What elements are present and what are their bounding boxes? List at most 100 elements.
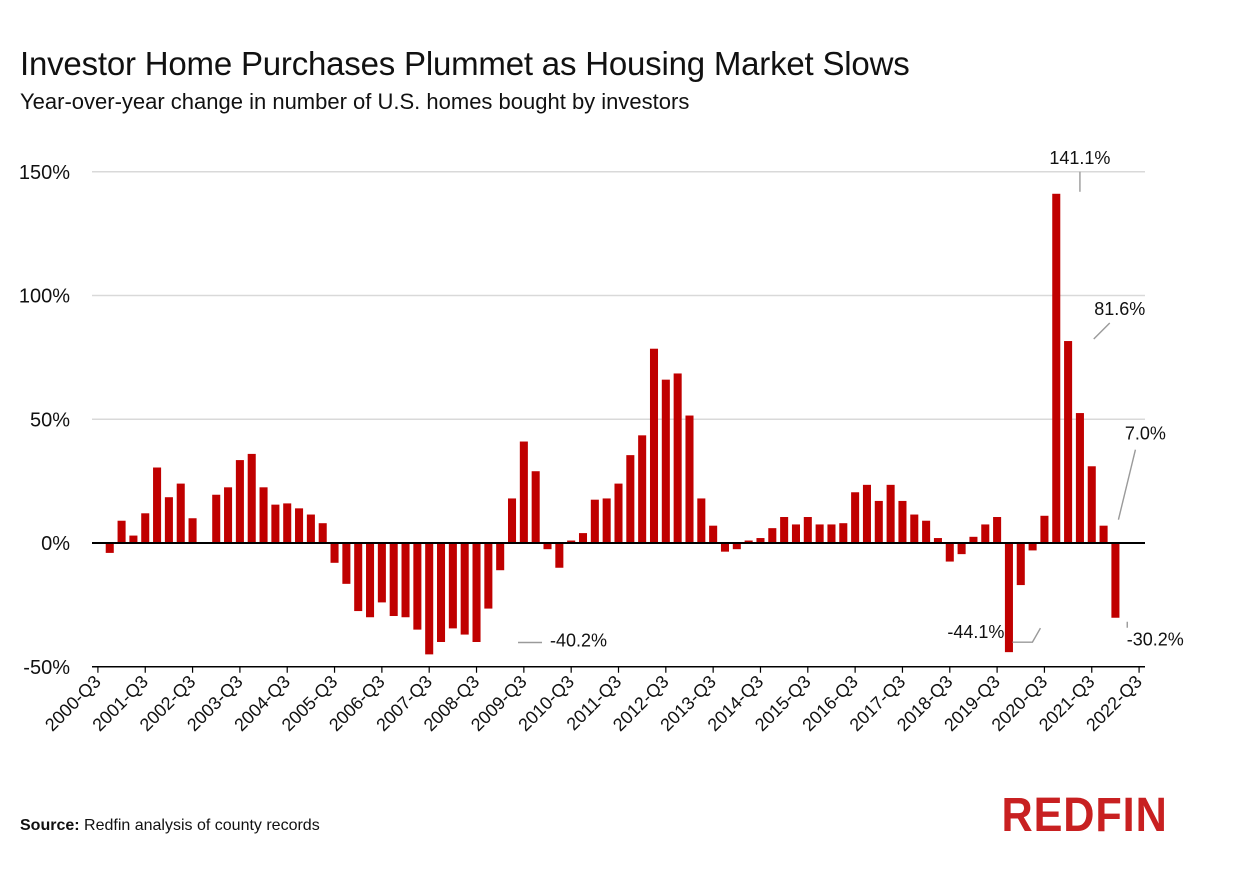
bar	[153, 467, 162, 543]
bar	[271, 504, 280, 543]
bar	[638, 435, 647, 543]
bar	[105, 543, 114, 553]
axes	[92, 542, 1145, 673]
bar	[425, 543, 434, 655]
bar	[448, 543, 457, 629]
bar	[531, 471, 540, 543]
bar	[472, 543, 481, 642]
bar	[1028, 543, 1037, 551]
bar	[283, 503, 292, 543]
bar	[768, 528, 777, 543]
bar	[117, 520, 126, 543]
data-label: 81.6%	[1094, 299, 1145, 319]
bar	[1052, 193, 1061, 543]
bar	[756, 538, 765, 543]
bar	[377, 543, 386, 603]
redfin-logo: REDFIN	[1001, 789, 1168, 842]
bar	[649, 348, 659, 543]
bar	[981, 524, 990, 543]
annotation-leader	[1093, 322, 1111, 340]
x-axis-tick-labels: 2000-Q32001-Q32002-Q32003-Q32004-Q32005-…	[41, 671, 1146, 735]
bar	[306, 514, 315, 543]
bar	[1064, 341, 1073, 543]
bar	[709, 525, 718, 543]
bar	[259, 487, 268, 543]
bar	[164, 497, 173, 543]
bar	[827, 524, 836, 543]
bar	[815, 524, 824, 543]
bar	[224, 487, 233, 543]
annotations: 141.1% 81.6% 7.0% -40.2% -44.1% -30.2%	[518, 148, 1184, 650]
bar	[957, 543, 966, 555]
bar	[1099, 525, 1108, 543]
bar	[295, 508, 304, 543]
bar	[969, 536, 978, 543]
bar	[413, 543, 422, 630]
data-label: -30.2%	[1127, 630, 1184, 650]
bar	[342, 543, 351, 584]
bar	[839, 523, 848, 543]
y-axis-tick-labels: -50% 0% 50% 100% 150%	[19, 162, 70, 679]
bar	[898, 500, 907, 543]
bar	[803, 517, 812, 543]
data-label: -44.1%	[947, 622, 1004, 642]
bar	[318, 523, 327, 543]
y-tick-label: 100%	[19, 286, 70, 308]
bar	[602, 498, 611, 543]
annotation-leader	[1012, 627, 1042, 643]
bar	[212, 494, 221, 543]
bar	[129, 535, 138, 543]
data-label: -40.2%	[550, 630, 607, 650]
annotation-leader	[1117, 449, 1137, 520]
bar	[626, 455, 635, 543]
bar	[437, 543, 446, 642]
bar	[851, 492, 860, 543]
bar	[732, 543, 741, 550]
bar	[519, 441, 528, 543]
bar	[661, 379, 670, 543]
y-tick-label: 0%	[41, 533, 70, 555]
bar	[720, 543, 730, 552]
bar	[862, 484, 871, 543]
bar	[886, 484, 895, 543]
chart-title: Investor Home Purchases Plummet as Housi…	[20, 45, 910, 82]
bar	[460, 543, 469, 635]
bar	[484, 543, 493, 609]
bar	[188, 518, 197, 543]
bar	[235, 460, 244, 543]
bar	[567, 540, 576, 543]
bar	[744, 540, 753, 543]
bar	[933, 538, 942, 543]
bar	[141, 513, 150, 543]
bar	[496, 543, 505, 571]
bar	[614, 483, 623, 543]
data-label: 141.1%	[1049, 148, 1110, 168]
y-tick-label: 150%	[19, 162, 70, 184]
bar	[993, 517, 1002, 543]
bar	[922, 520, 931, 543]
bar	[685, 415, 694, 543]
bar	[578, 533, 588, 543]
bar	[389, 543, 398, 617]
bar	[945, 543, 954, 562]
y-tick-label: 50%	[30, 409, 70, 431]
bar	[1004, 543, 1013, 653]
bar	[366, 543, 375, 618]
bar	[1075, 413, 1084, 543]
source-text: Redfin analysis of county records	[84, 817, 320, 834]
bar	[1111, 543, 1120, 618]
chart-subtitle: Year-over-year change in number of U.S. …	[20, 89, 690, 114]
bar	[1016, 543, 1025, 586]
bar	[590, 499, 599, 543]
source-note: Source: Redfin analysis of county record…	[20, 816, 320, 836]
bar	[791, 524, 800, 543]
bar	[874, 500, 883, 543]
bar	[401, 543, 410, 618]
bar	[330, 543, 339, 563]
data-label: 7.0%	[1125, 424, 1166, 444]
bar	[673, 373, 682, 543]
bar	[1087, 466, 1096, 543]
bar	[507, 498, 517, 543]
bar	[555, 543, 564, 568]
